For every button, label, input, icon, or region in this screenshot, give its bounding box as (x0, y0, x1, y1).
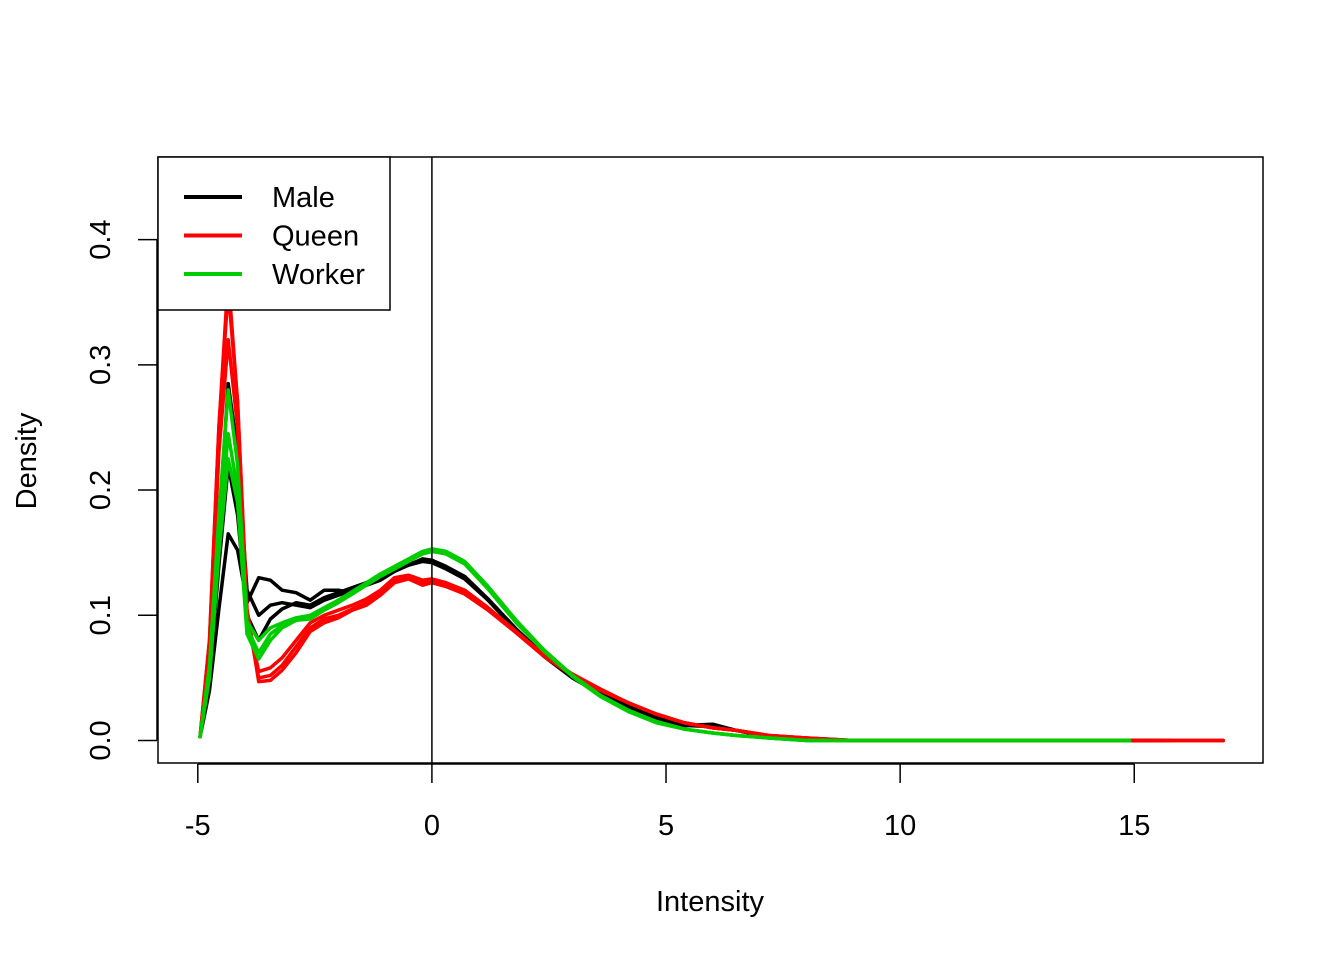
x-tick-label: 10 (884, 810, 916, 842)
x-axis-label: Intensity (656, 886, 764, 918)
legend: Male Queen Worker (157, 156, 391, 311)
x-tick-label: 0 (424, 810, 440, 842)
density-line-queen-2 (198, 338, 1225, 743)
y-tick-label: 0.1 (85, 595, 117, 635)
density-line-queen-3 (198, 287, 1225, 743)
series-lines (198, 275, 1225, 743)
y-axis: 0.0 0.1 0.2 0.3 0.4 (85, 219, 158, 761)
density-line-worker-1 (198, 388, 1132, 743)
y-tick-label: 0.3 (85, 345, 117, 385)
legend-label-worker: Worker (272, 259, 365, 291)
density-line-male-3 (198, 463, 1165, 743)
x-tick-label: 5 (658, 810, 674, 842)
density-line-worker-2 (198, 431, 1132, 743)
x-axis: -5 0 5 10 15 (185, 763, 1150, 842)
y-tick-label: 0.2 (85, 470, 117, 510)
density-line-queen-1 (198, 275, 1225, 743)
legend-label-queen: Queen (272, 221, 359, 253)
y-axis-label: Density (11, 412, 43, 509)
x-tick-label: 15 (1118, 810, 1150, 842)
x-tick-label: -5 (185, 810, 211, 842)
y-tick-label: 0.0 (85, 720, 117, 760)
plot-frame (157, 156, 1264, 764)
density-line-male-1 (198, 532, 1174, 743)
density-line-male-2 (198, 381, 1160, 743)
legend-label-male: Male (272, 182, 335, 214)
y-tick-label: 0.4 (85, 219, 117, 259)
